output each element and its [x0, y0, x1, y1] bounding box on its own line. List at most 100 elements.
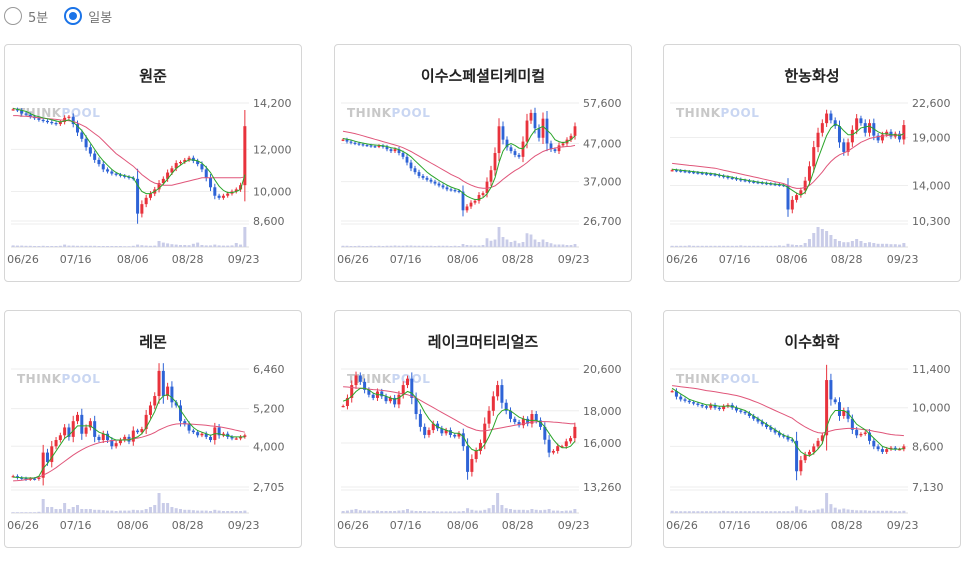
stock-card[interactable]: 레이크머티리얼즈 20,60018,00016,00013,260THINKPO…: [334, 310, 632, 548]
volume-bar: [876, 510, 880, 513]
candle-body: [829, 380, 833, 400]
candle-body: [692, 402, 696, 404]
candle-body: [106, 169, 110, 172]
volume-bar: [692, 245, 696, 247]
candle-body: [573, 426, 577, 439]
candle-body: [478, 442, 482, 451]
candle-body: [696, 403, 700, 405]
candle-body: [45, 452, 49, 463]
candle-body: [859, 433, 863, 436]
volume-bar: [365, 246, 369, 247]
volume-bar: [37, 246, 41, 247]
volume-bar: [730, 245, 734, 247]
candle-body: [136, 178, 140, 214]
watermark-pool: POOL: [392, 106, 431, 120]
volume-bar: [513, 509, 517, 513]
volume-bar: [385, 245, 389, 247]
volume-bar: [88, 509, 92, 513]
candle-body: [782, 435, 786, 437]
candle-body: [183, 159, 187, 162]
stock-card[interactable]: 이수스페셜티케미컬 57,600 47,000 37,000 26,700 THINKP…: [334, 44, 632, 282]
stock-card[interactable]: 레몬 6,460 5,200 4,000 2,705 THINKPOOL 06/26 07/…: [4, 310, 302, 548]
candle-body: [445, 187, 449, 190]
x-tick-label: 07/16: [719, 519, 751, 532]
candle-body: [893, 447, 897, 450]
radio-circle-icon[interactable]: [4, 7, 22, 25]
candle-body: [243, 435, 247, 437]
y-tick-label: 37,000: [583, 176, 622, 189]
volume-bar: [93, 509, 97, 513]
volume-bar: [855, 239, 859, 247]
candle-body: [513, 151, 517, 155]
volume-bar: [397, 510, 401, 513]
candle-body: [556, 446, 560, 451]
volume-bar: [517, 509, 521, 513]
volume-bar: [478, 510, 482, 513]
volume-bar: [350, 509, 354, 513]
volume-bar: [501, 237, 505, 247]
candle-body: [807, 166, 811, 181]
candle-body: [803, 180, 807, 191]
candle-body: [670, 391, 674, 393]
volume-bar: [521, 509, 525, 513]
radio-5min[interactable]: 5분: [4, 7, 48, 26]
volume-bar: [200, 245, 204, 247]
volume-bar: [423, 511, 427, 513]
candle-body: [726, 176, 730, 179]
candle-body: [161, 370, 165, 397]
candle-body: [157, 370, 161, 397]
volume-bar: [517, 243, 521, 247]
volume-bar: [885, 243, 889, 247]
radio-daily[interactable]: 일봉: [64, 7, 112, 26]
volume-bar: [696, 511, 700, 513]
candle-body: [54, 123, 58, 125]
candle-body: [683, 171, 687, 173]
candle-body: [405, 156, 409, 163]
candle-body: [700, 404, 704, 407]
candle-body: [377, 145, 381, 147]
stock-title: 원준: [139, 67, 167, 85]
ma-long-line: [13, 115, 246, 186]
y-tick-label: 57,600: [583, 97, 622, 110]
y-tick-label: 10,000: [253, 186, 292, 199]
stock-card[interactable]: 한농화성 22,600 19,000 14,000 10,300 THINKPOOL 06…: [663, 44, 961, 282]
candle-body: [722, 175, 726, 178]
volume-bar: [239, 511, 243, 513]
candle-body: [747, 180, 751, 182]
volume-bar: [174, 508, 178, 513]
candle-body: [174, 402, 178, 406]
volume-bar: [790, 510, 794, 513]
volume-bar: [837, 509, 841, 513]
x-tick-label: 07/16: [390, 519, 422, 532]
candle-body: [363, 381, 367, 390]
candle-body: [687, 171, 691, 173]
candle-body: [769, 427, 773, 430]
candle-body: [799, 190, 803, 196]
volume-bar: [345, 245, 349, 247]
x-tick-label: 06/26: [666, 519, 698, 532]
candle-body: [820, 435, 824, 441]
volume-bar: [679, 245, 683, 247]
candle-body: [833, 120, 837, 127]
volume-bar: [63, 244, 67, 247]
x-tick-label: 06/26: [666, 253, 698, 266]
candle-body: [812, 147, 816, 167]
candle-body: [97, 159, 101, 165]
candle-body: [166, 172, 170, 179]
ma-long-line: [672, 134, 904, 189]
volume-bar: [700, 245, 704, 247]
candle-body: [513, 418, 517, 423]
stock-card[interactable]: 원준 14,200 12,000 10,000 8,600 THINKPOOL 06/26…: [4, 44, 302, 282]
candle-body: [453, 190, 457, 192]
y-tick-label: 7,130: [912, 481, 944, 494]
candle-body: [713, 404, 717, 408]
stock-card[interactable]: 이수화학 11,400 10,000 8,600 7,130 THINKPOOL 06/2…: [663, 310, 961, 548]
radio-checked-icon[interactable]: [64, 7, 83, 25]
candle-body: [850, 129, 854, 143]
volume-bar: [217, 245, 221, 247]
volume-bar: [341, 245, 345, 247]
volume-bar: [473, 245, 477, 247]
volume-bar: [782, 245, 786, 247]
volume-bar: [670, 245, 674, 247]
volume-bar: [204, 245, 208, 247]
